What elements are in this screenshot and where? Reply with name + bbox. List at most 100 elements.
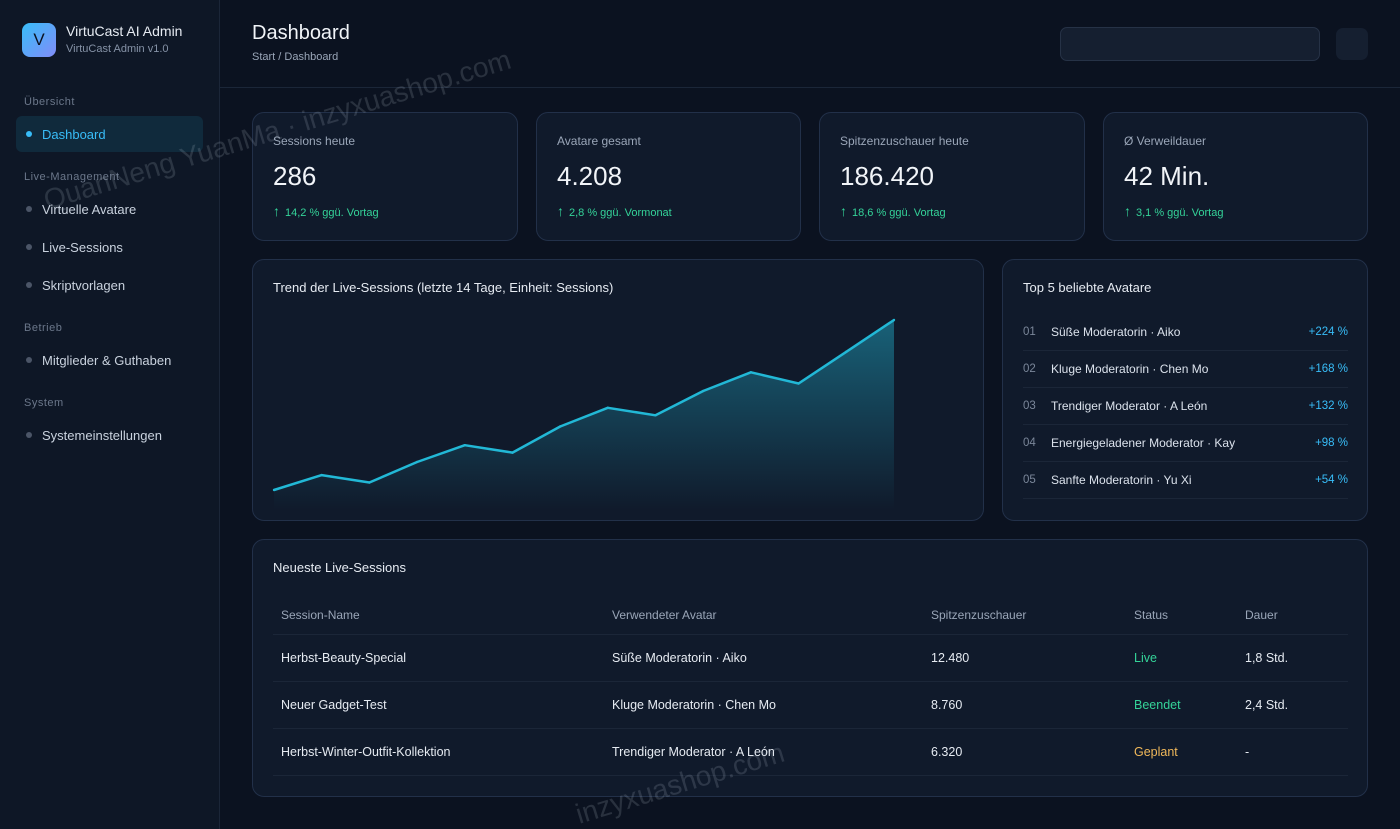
column-header[interactable]: Session-Name xyxy=(281,608,360,622)
growth-percent: +168 % xyxy=(1308,363,1348,375)
app-version: VirtuCast Admin v1.0 xyxy=(66,43,169,55)
session-name: Neuer Gadget-Test xyxy=(281,698,387,712)
active-dot-icon xyxy=(26,131,32,137)
page-title: Dashboard xyxy=(252,22,350,44)
session-peak: 12.480 xyxy=(931,651,970,665)
rank: 02 xyxy=(1023,363,1036,375)
growth-percent: +98 % xyxy=(1315,437,1348,449)
sessions-table: Session-Name Verwendeter Avatar Spitzenz… xyxy=(273,596,1348,776)
stat-value: 286 xyxy=(273,161,317,191)
sidebar: V VirtuCast AI Admin VirtuCast Admin v1.… xyxy=(0,0,220,829)
stat-label: Sessions heute xyxy=(273,134,356,148)
rank: 04 xyxy=(1023,437,1036,449)
header: Dashboard Start / Dashboard xyxy=(220,0,1400,88)
sidebar-item-members-credits[interactable]: Mitglieder & Guthaben xyxy=(16,342,203,378)
session-duration: 1,8 Std. xyxy=(1245,651,1289,665)
sidebar-item-label: Dashboard xyxy=(42,126,106,142)
stat-change: ↑ 3,1 % ggü. Vortag xyxy=(1124,203,1223,219)
sidebar-item-system-settings[interactable]: Systemeinstellungen xyxy=(16,417,203,453)
chart-point-12 xyxy=(845,350,848,353)
nav-section-operations: Betrieb xyxy=(24,322,63,334)
stat-value: 186.420 xyxy=(840,161,934,191)
table-row[interactable]: Neuer Gadget-Test Kluge Moderatorin · Ch… xyxy=(273,682,1348,729)
column-header[interactable]: Dauer xyxy=(1245,608,1278,622)
stat-card-avg-watch-time: Ø Verweildauer 42 Min. ↑ 3,1 % ggü. Vorta… xyxy=(1103,112,1368,241)
list-item[interactable]: 02 Kluge Moderatorin · Chen Mo +168 % xyxy=(1023,351,1348,388)
status-badge: Live xyxy=(1134,651,1157,665)
stat-change: ↑ 18,6 % ggü. Vortag xyxy=(840,203,946,219)
rank: 03 xyxy=(1023,400,1036,412)
stat-card-avatars-total: Avatare gesamt 4.208 ↑ 2,8 % ggü. Vormona… xyxy=(536,112,801,241)
chart-point-11 xyxy=(797,382,800,385)
bullet-icon xyxy=(26,357,32,363)
bullet-icon xyxy=(26,206,32,212)
session-name: Herbst-Beauty-Special xyxy=(281,651,407,665)
list-item[interactable]: 04 Energiegeladener Moderator · Kay +98 … xyxy=(1023,425,1348,462)
stat-value: 42 Min. xyxy=(1124,161,1210,191)
status-badge: Beendet xyxy=(1134,698,1181,712)
nav-section-live-management: Live-Management xyxy=(24,171,120,183)
column-header[interactable]: Spitzenzuschauer xyxy=(931,608,1027,622)
chart-area-fill xyxy=(274,320,894,510)
top-avatars-title: Top 5 beliebte Avatare xyxy=(1023,280,1152,295)
growth-percent: +54 % xyxy=(1315,474,1348,486)
sidebar-item-label: Live-Sessions xyxy=(42,239,123,255)
list-item[interactable]: 05 Sanfte Moderatorin · Yu Xi +54 % xyxy=(1023,462,1348,499)
app-logo: V xyxy=(22,22,56,57)
column-header[interactable]: Status xyxy=(1134,608,1169,622)
bullet-icon xyxy=(26,432,32,438)
stat-change-text: 3,1 % ggü. Vortag xyxy=(1136,207,1224,219)
app-title: VirtuCast AI Admin xyxy=(66,23,183,39)
stat-change: ↑ 2,8 % ggü. Vormonat xyxy=(557,203,672,219)
session-avatar: Trendiger Moderator · A León xyxy=(612,745,775,759)
sidebar-item-dashboard[interactable]: Dashboard xyxy=(16,116,203,152)
top-avatars-list: 01 Süße Moderatorin · Aiko +224 % 02 Klu… xyxy=(1023,314,1348,499)
list-item[interactable]: 01 Süße Moderatorin · Aiko +224 % xyxy=(1023,314,1348,351)
column-header[interactable]: Verwendeter Avatar xyxy=(612,608,717,622)
stat-change-text: 2,8 % ggü. Vormonat xyxy=(569,207,672,219)
avatar-name: Süße Moderatorin · Aiko xyxy=(1051,325,1181,339)
nav-section-overview: Übersicht xyxy=(24,96,75,108)
session-name: Herbst-Winter-Outfit-Kollektion xyxy=(281,745,451,759)
trend-chart-card: Trend der Live-Sessions (letzte 14 Tage,… xyxy=(252,259,984,521)
stat-card-peak-viewers: Spitzenzuschauer heute 186.420 ↑ 18,6 % g… xyxy=(819,112,1085,241)
search-input[interactable] xyxy=(1060,27,1320,61)
arrow-up-icon: ↑ xyxy=(557,203,564,219)
avatar-name: Kluge Moderatorin · Chen Mo xyxy=(1051,362,1209,376)
stat-change-text: 14,2 % ggü. Vortag xyxy=(285,207,379,219)
sidebar-item-live-sessions[interactable]: Live-Sessions xyxy=(16,229,203,265)
chart-point-5 xyxy=(511,451,514,454)
sidebar-item-label: Virtuelle Avatare xyxy=(42,201,137,217)
brand: V VirtuCast AI Admin VirtuCast Admin v1.… xyxy=(22,22,182,57)
chart-series-line xyxy=(273,318,895,492)
stat-card-sessions-today: Sessions heute 286 ↑ 14,2 % ggü. Vortag xyxy=(252,112,518,241)
bullet-icon xyxy=(26,282,32,288)
chart-point-10 xyxy=(749,371,753,374)
chart-point-4 xyxy=(463,443,466,447)
header-action-button[interactable] xyxy=(1336,28,1368,60)
session-peak: 8.760 xyxy=(931,698,963,712)
bullet-icon xyxy=(26,244,32,250)
growth-percent: +132 % xyxy=(1308,400,1348,412)
sidebar-item-label: Systemeinstellungen xyxy=(42,427,162,443)
rank: 01 xyxy=(1023,326,1036,338)
sidebar-item-label: Skriptvorlagen xyxy=(42,277,126,293)
table-row[interactable]: Herbst-Winter-Outfit-Kollektion Trendige… xyxy=(273,729,1348,776)
arrow-up-icon: ↑ xyxy=(1124,203,1131,219)
arrow-up-icon: ↑ xyxy=(273,203,280,219)
stat-change: ↑ 14,2 % ggü. Vortag xyxy=(273,203,379,219)
sidebar-item-script-templates[interactable]: Skriptvorlagen xyxy=(16,267,203,303)
chart-title: Trend der Live-Sessions (letzte 14 Tage,… xyxy=(273,280,614,295)
stat-label: Spitzenzuschauer heute xyxy=(840,134,969,148)
chart-point-2 xyxy=(368,481,371,484)
status-badge: Geplant xyxy=(1134,745,1178,759)
growth-percent: +224 % xyxy=(1308,326,1348,338)
list-item[interactable]: 03 Trendiger Moderator · A León +132 % xyxy=(1023,388,1348,425)
chart-point-3 xyxy=(415,460,419,464)
avatar-name: Energiegeladener Moderator · Kay xyxy=(1051,436,1236,450)
breadcrumb[interactable]: Start / Dashboard xyxy=(252,51,339,63)
session-avatar: Kluge Moderatorin · Chen Mo xyxy=(612,698,776,712)
sessions-table-title: Neueste Live-Sessions xyxy=(273,560,406,575)
sidebar-item-virtual-avatars[interactable]: Virtuelle Avatare xyxy=(16,191,203,227)
table-row[interactable]: Herbst-Beauty-Special Süße Moderatorin ·… xyxy=(273,635,1348,682)
